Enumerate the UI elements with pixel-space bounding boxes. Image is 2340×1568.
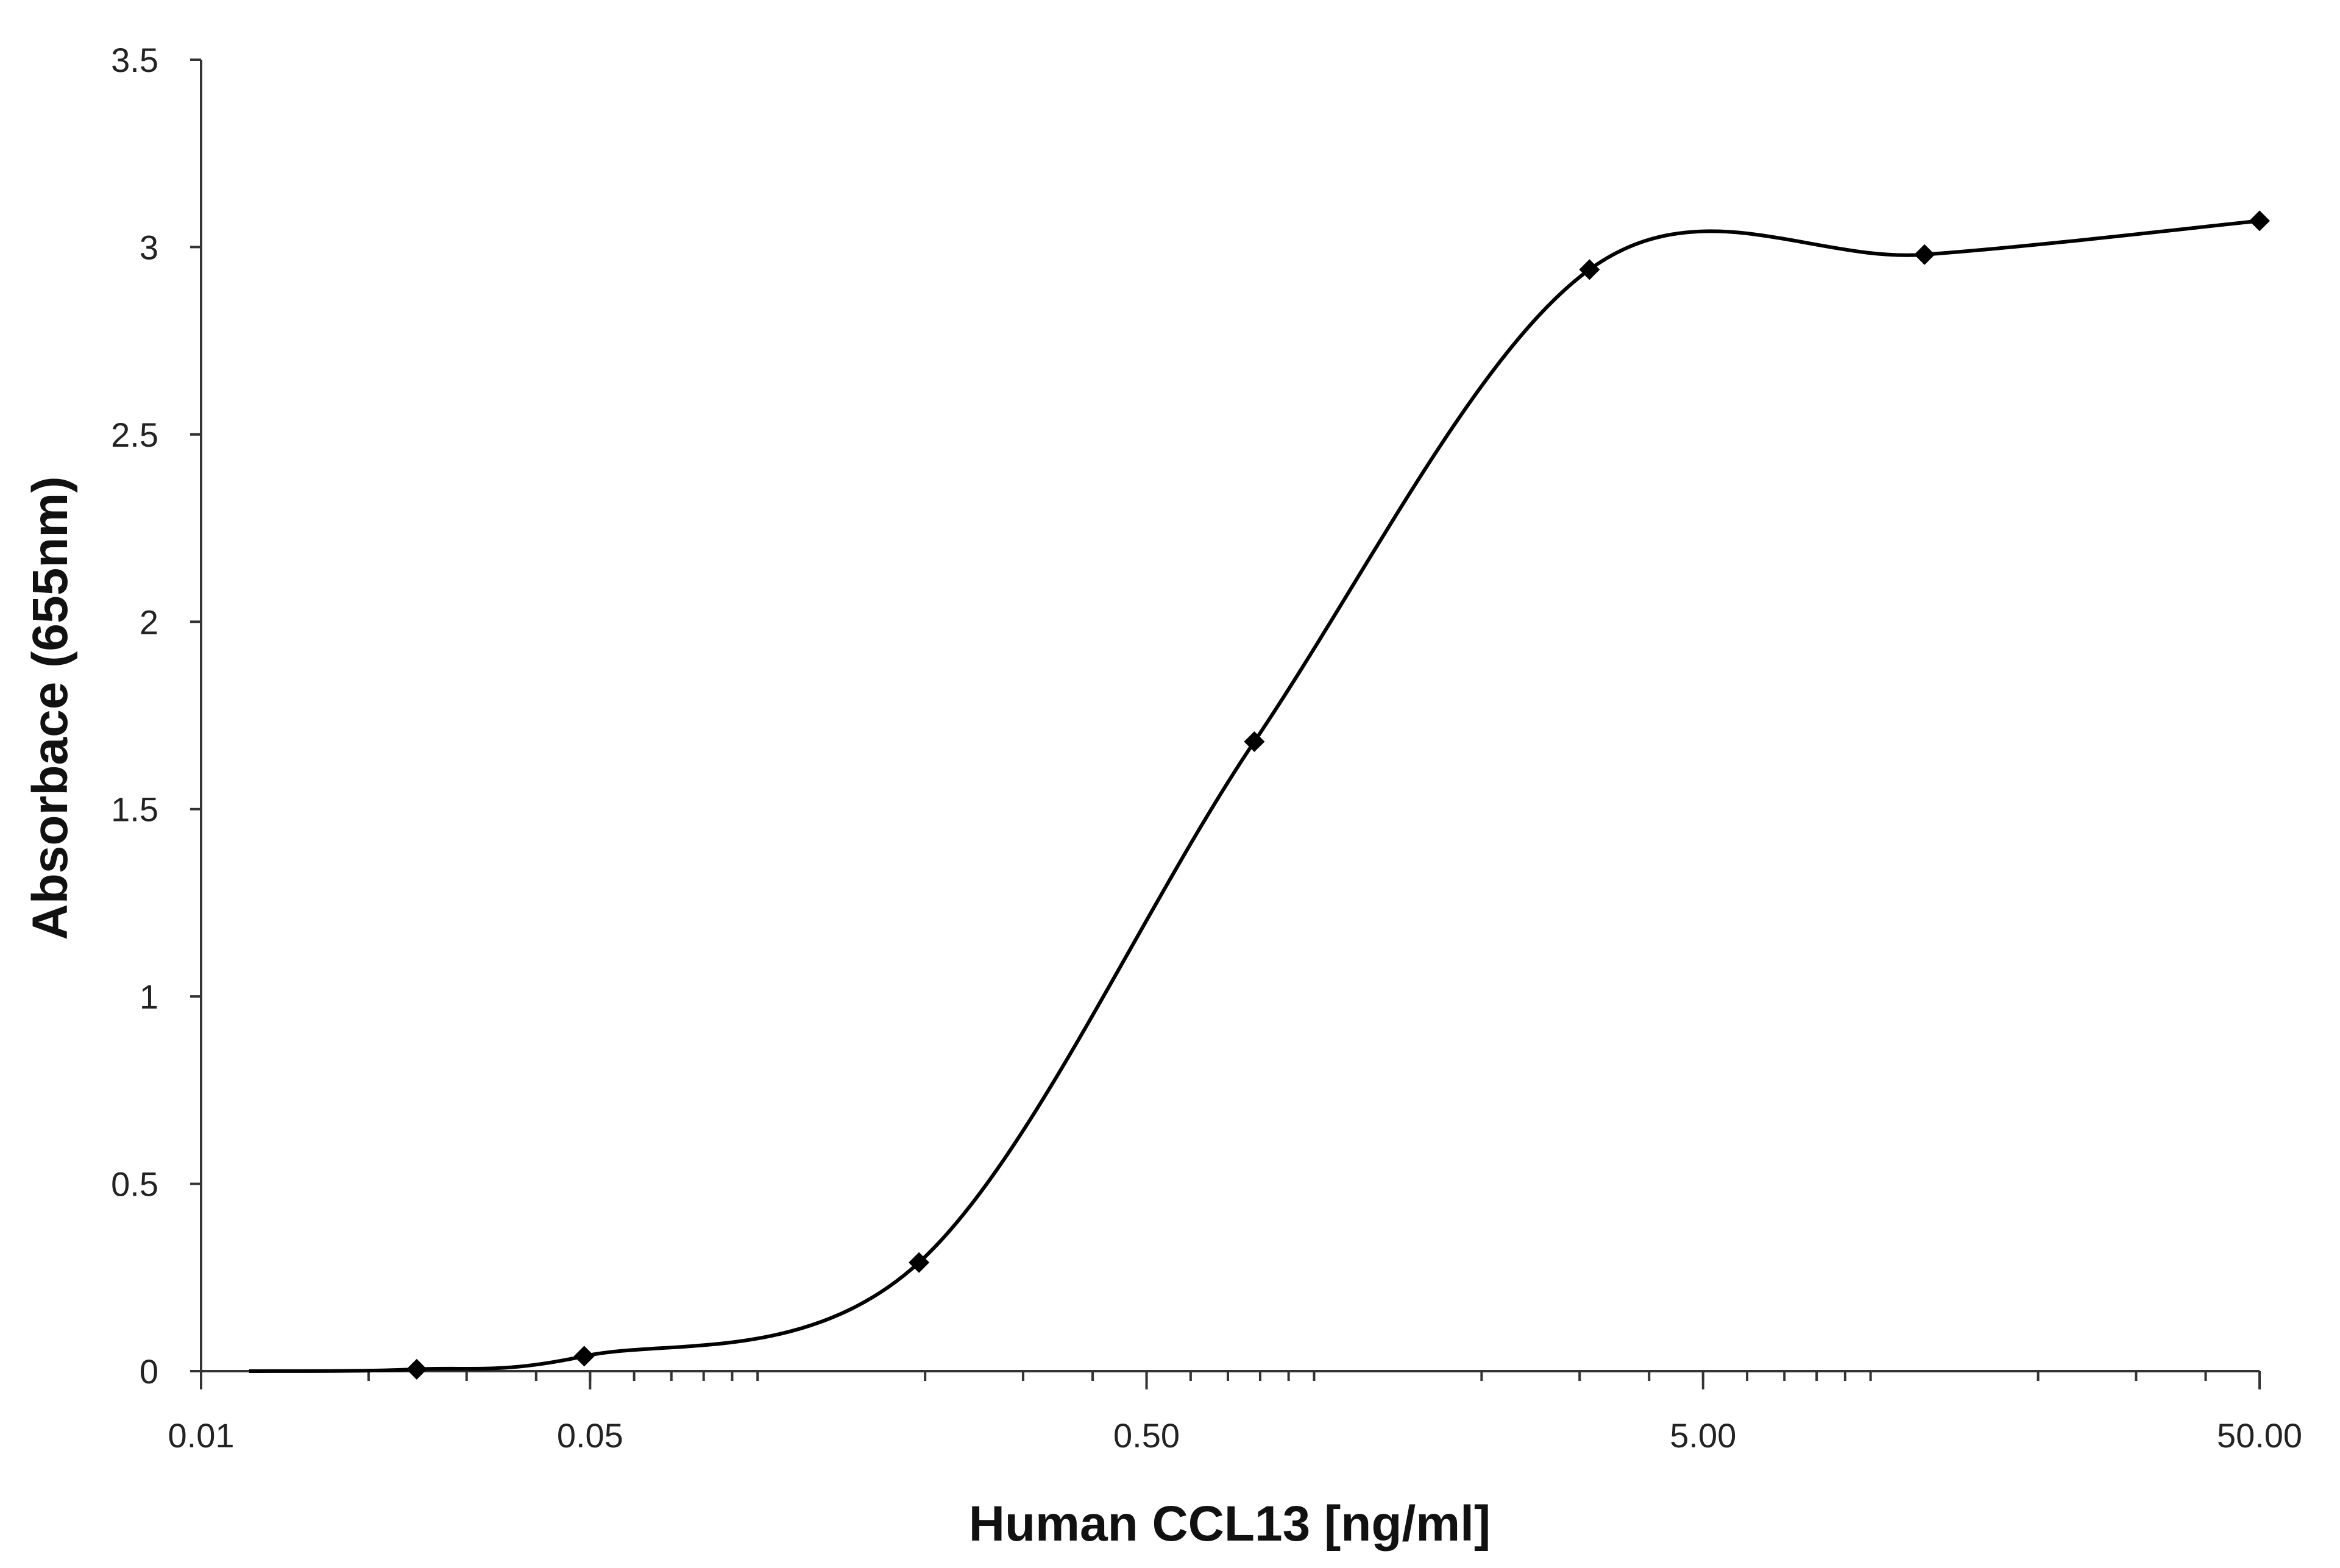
data-point [406,1358,427,1380]
data-point [1579,259,1600,280]
y-tick-label: 1 [140,977,158,1016]
x-tick-label: 50.00 [2217,1416,2302,1455]
x-ticks: 0.01 0.05 0.50 5.00 50.00 [168,1371,2302,1455]
data-point [1244,731,1265,753]
series-markers [406,210,2270,1380]
y-tick-label: 2 [140,603,158,641]
data-point [909,1252,930,1273]
y-tick-label: 2.5 [111,416,158,454]
y-tick-label: 3.5 [111,41,158,79]
data-point [2249,210,2270,232]
chart-axes [200,60,2260,1372]
data-point [573,1346,595,1367]
y-tick-label: 0 [140,1352,158,1391]
y-ticks: 0 0.5 1 1.5 2 2.5 3 3.5 [111,41,201,1391]
y-tick-label: 1.5 [111,790,158,829]
y-tick-label: 0.5 [111,1165,158,1204]
x-tick-label: 5.00 [1670,1416,1736,1455]
series-line [249,219,2260,1373]
y-tick-label: 3 [140,228,158,266]
data-point [1914,244,1935,265]
x-tick-label: 0.05 [557,1416,623,1455]
x-tick-label: 0.50 [1113,1416,1180,1455]
x-axis-title: Human CCL13 [ng/ml] [969,1496,1491,1552]
x-tick-label: 0.01 [168,1416,235,1455]
y-axis-title: Absorbace (655nm) [23,476,78,940]
